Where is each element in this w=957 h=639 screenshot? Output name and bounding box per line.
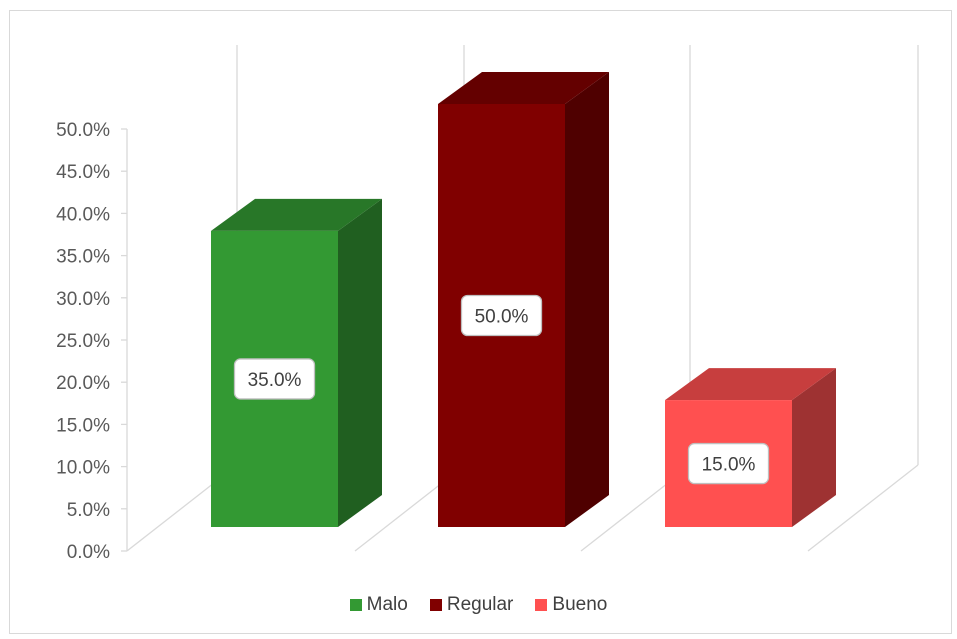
legend-label: Malo	[366, 594, 408, 615]
data-label-box	[687, 442, 770, 485]
y-tick-label: 30.0%	[56, 289, 110, 310]
data-label: 50.0%	[475, 307, 529, 328]
legend-swatch	[429, 599, 442, 611]
legend-swatch	[349, 599, 362, 611]
data-labels: 35.0% 50.0% 15.0%	[233, 294, 770, 485]
y-tick-label: 0.0%	[67, 542, 110, 563]
y-tick-label: 40.0%	[56, 204, 110, 225]
bar-top-malo	[211, 198, 382, 231]
y-tick-label: 10.0%	[56, 458, 110, 479]
legend-item-regular: Regular	[429, 594, 514, 616]
bar-top-regular	[438, 72, 609, 104]
y-axis: 0.0% 5.0% 10.0% 15.0% 20.0% 25.0% 30.0% 35.0% 40…	[56, 120, 128, 563]
legend: Malo Regular Bueno	[0, 594, 957, 616]
bar-side-bueno	[792, 368, 836, 527]
bars	[211, 72, 836, 527]
data-label: 35.0%	[248, 370, 302, 391]
legend-item-bueno: Bueno	[535, 594, 607, 616]
y-tick-label: 35.0%	[56, 247, 110, 268]
data-label-box	[460, 294, 543, 337]
bar-side-malo	[338, 198, 382, 527]
y-tick-label: 50.0%	[56, 120, 110, 141]
data-label-box	[233, 358, 316, 400]
floor-gridline	[807, 464, 919, 552]
y-tick-label: 20.0%	[56, 373, 110, 394]
bar-side-regular	[565, 72, 609, 527]
y-tick-label: 25.0%	[56, 331, 110, 352]
legend-swatch	[535, 599, 548, 611]
legend-item-malo: Malo	[349, 594, 408, 616]
legend-label: Regular	[446, 594, 514, 615]
y-tick-label: 5.0%	[67, 500, 110, 521]
data-label: 15.0%	[702, 455, 756, 476]
bar-top-bueno	[665, 368, 836, 401]
y-tick-label: 45.0%	[56, 162, 110, 183]
legend-label: Bueno	[552, 594, 608, 615]
y-tick-label: 15.0%	[56, 415, 110, 436]
